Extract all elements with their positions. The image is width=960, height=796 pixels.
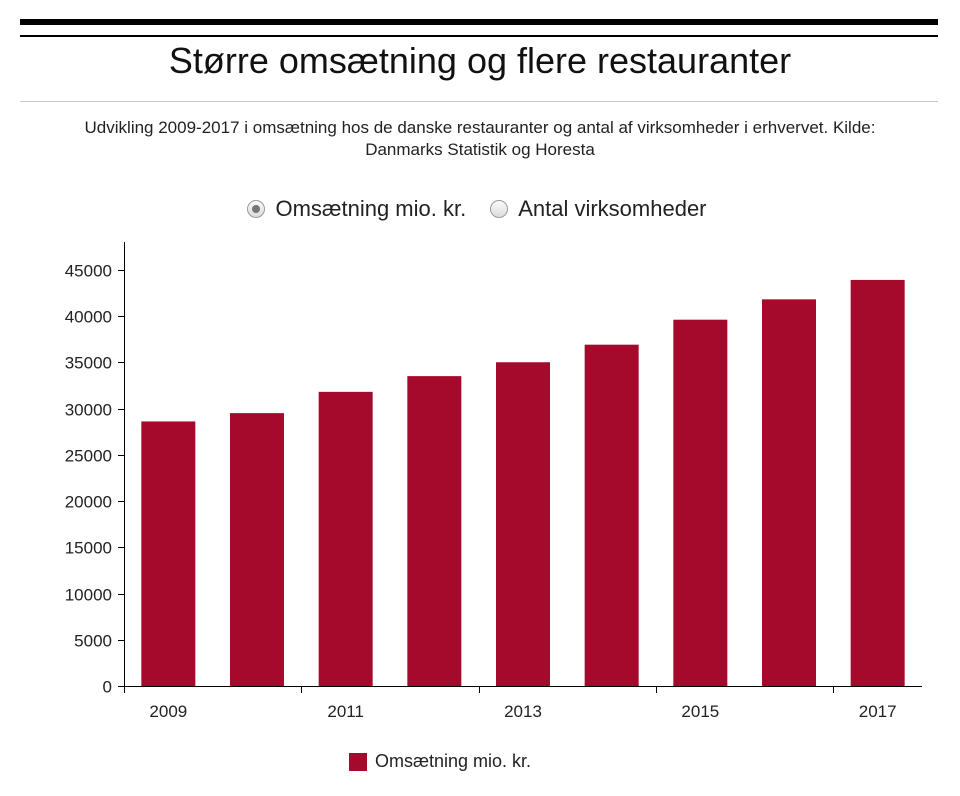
y-tick-label-15000: 15000 — [65, 539, 112, 558]
y-tick-label-45000: 45000 — [65, 262, 112, 281]
legend-label: Omsætning mio. kr. — [375, 751, 532, 771]
y-tick-label-30000: 30000 — [65, 401, 112, 420]
radio-omsaetning-circle-icon[interactable] — [247, 200, 266, 218]
radio-antal-label: Antal virksomheder — [518, 196, 707, 221]
header-rule-thin — [20, 35, 938, 37]
bar-2017 — [850, 279, 905, 686]
chart-title: Større omsætning og flere restauranter — [168, 40, 792, 81]
radio-antal-circle-icon[interactable] — [490, 200, 509, 218]
legend: Omsætning mio. kr. — [349, 751, 531, 772]
dataset-radio-group: Omsætning mio. kr. Antal virksomheder — [0, 196, 960, 222]
radio-antal-virksomheder[interactable]: Antal virksomheder — [490, 196, 707, 222]
bar-2009 — [141, 421, 196, 686]
y-tick-label-25000: 25000 — [65, 447, 112, 466]
x-tick-label-2011: 2011 — [327, 702, 364, 721]
y-tick-label-10000: 10000 — [65, 586, 112, 605]
x-tick-label-2013: 2013 — [504, 702, 542, 721]
chart-subtitle: Udvikling 2009-2017 i omsætning hos de d… — [84, 118, 876, 159]
legend-swatch — [349, 752, 367, 771]
bar-2012 — [407, 376, 462, 686]
y-tick-label-40000: 40000 — [65, 308, 112, 327]
x-tick-label-2015: 2015 — [681, 702, 719, 721]
radio-omsaetning[interactable]: Omsætning mio. kr. — [247, 196, 466, 222]
bar-2015 — [673, 319, 728, 686]
y-tick-label-35000: 35000 — [65, 354, 112, 373]
radio-omsaetning-label: Omsætning mio. kr. — [275, 196, 467, 221]
bar-2010 — [230, 413, 284, 686]
y-tick-label-0: 0 — [103, 678, 112, 697]
bar-2013 — [496, 362, 550, 686]
x-tick-label-2009: 2009 — [149, 702, 187, 721]
header-rule-thick — [20, 19, 938, 25]
bar-2016 — [762, 299, 816, 686]
bar-2011 — [318, 391, 373, 686]
y-tick-label-20000: 20000 — [65, 493, 112, 512]
bar-2014 — [584, 344, 639, 686]
x-tick-label-2017: 2017 — [859, 702, 897, 721]
y-tick-label-5000: 5000 — [74, 632, 112, 651]
title-divider — [20, 101, 938, 102]
